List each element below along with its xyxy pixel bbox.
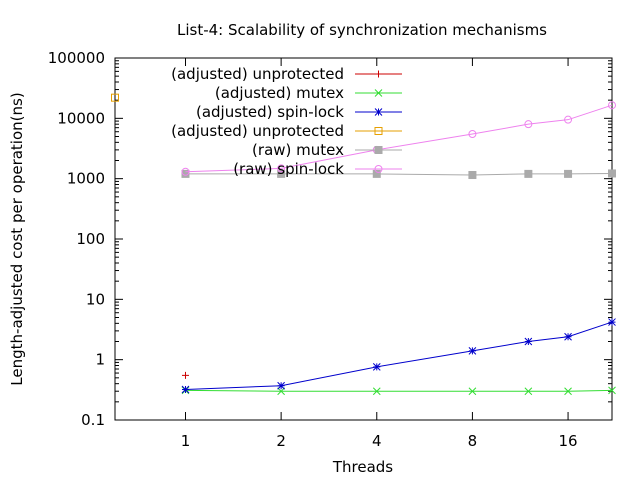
data-point	[277, 169, 286, 178]
x-tick-label: 2	[276, 432, 286, 450]
legend-marker	[374, 146, 383, 154]
data-point	[468, 129, 477, 138]
legend-label: (raw) spin-lock	[233, 160, 344, 178]
data-point	[468, 387, 477, 396]
data-point	[608, 101, 616, 110]
data-point	[524, 120, 533, 129]
chart-title: List-4: Scalability of synchronization m…	[177, 21, 547, 39]
data-point	[564, 387, 572, 396]
y-tick-label: 100000	[48, 49, 105, 67]
series-line	[185, 389, 613, 392]
data-point	[524, 169, 533, 178]
legend-label: (adjusted) unprotected	[171, 65, 344, 83]
series-0	[181, 371, 189, 379]
data-point	[564, 169, 573, 178]
legend-marker	[374, 108, 383, 116]
legend-label: (raw) mutex	[252, 141, 344, 159]
legend-marker	[375, 70, 382, 78]
legend: (adjusted) unprotected(adjusted) mutex(a…	[171, 65, 402, 178]
series-4	[181, 169, 616, 180]
y-tick-label: 0.1	[81, 411, 105, 429]
axis-ticks	[115, 57, 612, 421]
x-tick-label: 1	[181, 432, 191, 450]
y-tick-label: 1000	[67, 170, 105, 188]
legend-marker	[374, 127, 383, 135]
x-tick-label: 8	[468, 432, 478, 450]
x-tick-label: 16	[559, 432, 578, 450]
series-2	[181, 318, 616, 394]
data-point	[372, 363, 381, 371]
data-point	[564, 332, 572, 341]
series-1	[181, 386, 616, 396]
data-point	[608, 169, 616, 178]
y-tick-label: 10	[86, 290, 105, 308]
data-point	[111, 93, 119, 102]
data-point	[181, 371, 189, 379]
legend-marker	[374, 165, 383, 173]
data-point	[524, 387, 533, 396]
legend-label: (adjusted) spin-lock	[196, 103, 344, 121]
data-point	[277, 387, 285, 396]
x-tick-label: 4	[372, 432, 382, 450]
series-3	[111, 93, 119, 102]
plot-frame	[114, 57, 613, 421]
legend-label: (adjusted) mutex	[215, 84, 344, 102]
series-layer	[111, 93, 616, 396]
data-point	[564, 115, 573, 124]
data-point	[181, 385, 190, 394]
data-point	[181, 169, 190, 178]
data-point	[608, 386, 616, 395]
tick-labels: 0.1 1 10 100 1000 10000 100000 1 2 4 8 16	[48, 49, 578, 450]
x-axis-label: Threads	[332, 458, 393, 476]
data-point	[277, 381, 285, 390]
data-point	[181, 167, 190, 176]
data-point	[608, 318, 616, 326]
legend-marker	[374, 89, 383, 97]
y-tick-label: 100	[76, 230, 105, 248]
data-point	[372, 387, 381, 396]
data-point	[468, 346, 477, 355]
series-line	[185, 104, 613, 173]
series-line	[185, 321, 613, 391]
data-point	[468, 171, 477, 180]
data-point	[524, 337, 533, 346]
y-axis-label: Length-adjusted cost per operation(ns)	[8, 92, 26, 385]
legend-label: (adjusted) unprotected	[171, 122, 344, 140]
y-tick-label: 10000	[57, 109, 105, 127]
data-point	[372, 169, 381, 178]
y-tick-label: 1	[95, 351, 105, 369]
data-point	[277, 164, 286, 173]
